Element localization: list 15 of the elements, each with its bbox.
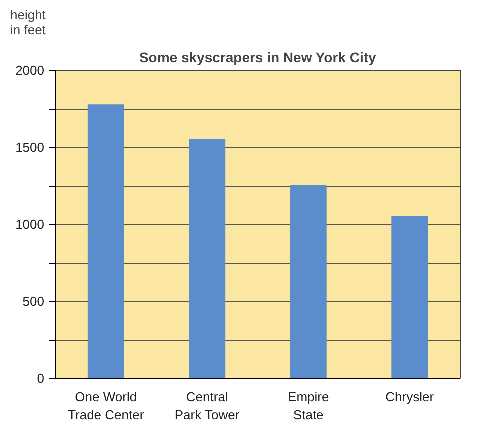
y-tick-label: 2000 [16,63,44,78]
x-tick-label: Chrysler [386,390,435,404]
y-tick-label: 1500 [16,140,44,155]
x-tick-label: One World Trade Center [68,390,145,422]
bar [88,104,124,378]
y-axis-title: height in feet [10,8,46,38]
bar [290,186,327,378]
x-tick-label: Empire State [288,390,330,422]
bar [189,139,226,378]
chart-title: Some skyscrapers in New York City [139,50,376,66]
y-tick-label: 500 [22,294,45,309]
x-tick-label: Central Park Tower [174,390,240,422]
y-tick-label: 0 [37,371,45,386]
bar [392,216,428,378]
y-tick-label: 1000 [16,217,44,232]
